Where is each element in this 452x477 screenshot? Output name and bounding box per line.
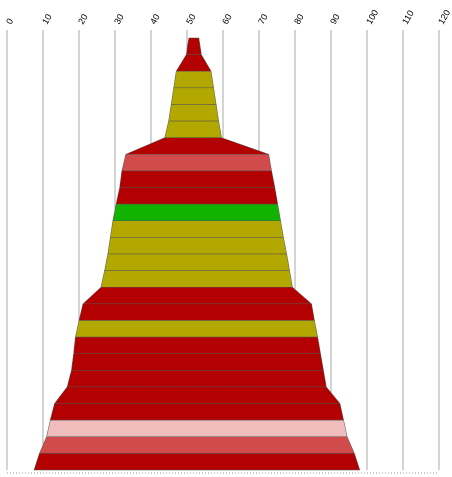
x-tick-label: 20 (76, 12, 90, 26)
x-tick-label: 30 (112, 12, 126, 26)
x-tick-label: 110 (400, 9, 416, 26)
chart-band-olive (100, 270, 293, 288)
x-tick-label: 50 (184, 12, 198, 26)
chart-band-red (175, 54, 212, 72)
x-tick-label: 90 (328, 12, 342, 26)
chart-band-olive (173, 70, 214, 89)
chart-band-red (119, 170, 276, 188)
chart-band-olive (168, 104, 219, 122)
chart-band-olive (170, 87, 217, 105)
chart-band-red (33, 453, 361, 471)
chart-band-olive (75, 320, 318, 338)
chart-band-red (66, 370, 327, 388)
chart-band-red (125, 137, 269, 155)
x-tick-label: 80 (292, 12, 306, 26)
x-tick-label: 0 (4, 17, 15, 26)
chart-band-red (78, 303, 315, 321)
chart-band-red (49, 403, 344, 421)
chart-band-red (54, 386, 341, 404)
chart-band-light_red (39, 436, 355, 454)
chart-band-olive (107, 237, 288, 255)
chart-band-green (112, 203, 281, 222)
chart-band-light_red (121, 154, 272, 172)
x-tick-labels: 0 10 20 30 40 50 60 70 80 90 100 110 120 (4, 8, 452, 26)
x-tick-label: 10 (40, 12, 54, 26)
x-tick-label: 100 (364, 8, 380, 26)
chart-band-olive (104, 253, 290, 271)
x-tick-label: 60 (220, 12, 234, 26)
chart-band-red (115, 187, 279, 205)
chart-band-red (71, 353, 324, 371)
chart-band-pink (46, 419, 348, 438)
chart-band-olive (164, 120, 222, 138)
chart-band-red (185, 37, 202, 55)
chart-band-red (73, 336, 321, 354)
chart-bands (33, 37, 361, 471)
x-tick-label: 70 (256, 12, 270, 26)
x-tick-label: 40 (148, 12, 162, 26)
chart-band-olive (110, 220, 284, 238)
chart-band-red (82, 286, 313, 305)
x-tick-label: 120 (436, 8, 452, 26)
